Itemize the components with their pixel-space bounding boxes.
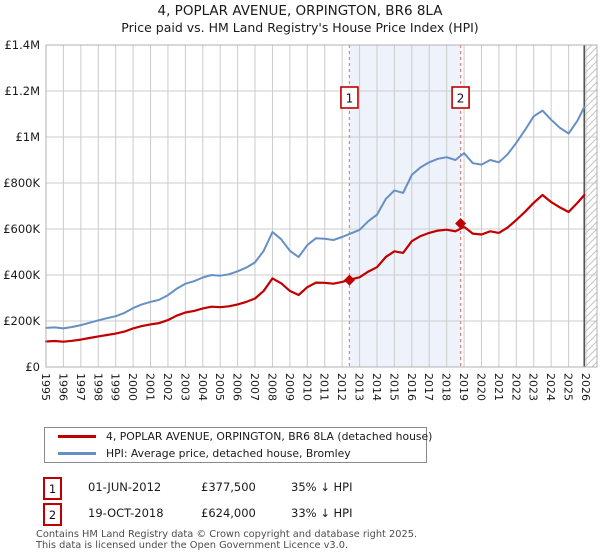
svg-text:2016: 2016 — [405, 373, 418, 401]
hpi-line — [45, 106, 586, 330]
svg-text:£600K: £600K — [3, 222, 40, 236]
sale-1-flag — [340, 86, 359, 109]
svg-text:1995: 1995 — [39, 373, 52, 401]
svg-text:1998: 1998 — [91, 373, 104, 401]
svg-text:2003: 2003 — [178, 373, 191, 401]
x-axis-labels: 1995 1996 1997 1998 1999 2000 2001 2002 2003 2004… — [39, 373, 592, 401]
svg-text:2017: 2017 — [422, 373, 435, 401]
svg-text:2001: 2001 — [144, 373, 157, 401]
sale-1-price: £377,500 — [201, 480, 256, 494]
svg-text:2024: 2024 — [544, 373, 557, 401]
sale-1-marker — [343, 274, 355, 286]
future-hatch-region — [584, 45, 597, 367]
svg-text:2022: 2022 — [509, 373, 522, 401]
svg-text:2015: 2015 — [387, 373, 400, 401]
svg-text:2009: 2009 — [283, 373, 296, 401]
svg-text:2020: 2020 — [474, 373, 487, 401]
svg-text:2008: 2008 — [265, 373, 278, 401]
svg-text:2007: 2007 — [248, 373, 261, 401]
svg-text:£0: £0 — [25, 360, 40, 374]
sale-2-flag — [451, 86, 470, 109]
svg-text:2012: 2012 — [335, 373, 348, 401]
legend-item-hpi: HPI: Average price, detached house, Brom… — [45, 447, 426, 461]
svg-text:£1M: £1M — [15, 130, 40, 144]
sale-2-badge: 2 — [43, 503, 62, 526]
plot-border — [45, 44, 598, 368]
chart-title: 4, POPLAR AVENUE, ORPINGTON, BR6 8LA — [157, 3, 443, 19]
svg-text:2002: 2002 — [161, 373, 174, 401]
sale-annotation-2: 2 19-OCT-2018 £624,000 33% ↓ HPI — [0, 503, 600, 526]
svg-text:2011: 2011 — [318, 373, 331, 401]
svg-text:£1.2M: £1.2M — [4, 84, 40, 98]
property-line-swatch — [58, 435, 96, 438]
svg-text:1996: 1996 — [56, 373, 69, 401]
sale-1-date: 01-JUN-2012 — [88, 480, 162, 494]
grid — [45, 44, 597, 368]
svg-text:£400K: £400K — [3, 268, 40, 282]
svg-text:2004: 2004 — [196, 373, 209, 401]
svg-text:2006: 2006 — [231, 373, 244, 401]
between-sales-shading — [349, 45, 461, 367]
legend-property-label: 4, POPLAR AVENUE, ORPINGTON, BR6 8LA (de… — [106, 430, 433, 443]
svg-text:£1.4M: £1.4M — [4, 38, 40, 52]
svg-text:2013: 2013 — [353, 373, 366, 401]
sale-2-date: 19-OCT-2018 — [88, 506, 164, 520]
sale-2-price: £624,000 — [201, 506, 256, 520]
sale-1-flag-label: 1 — [346, 92, 354, 106]
svg-text:2010: 2010 — [300, 373, 313, 401]
sale-annotation-1: 1 01-JUN-2012 £377,500 35% ↓ HPI — [0, 477, 600, 500]
chart-legend: 4, POPLAR AVENUE, ORPINGTON, BR6 8LA (de… — [44, 427, 432, 463]
svg-text:£800K: £800K — [3, 176, 40, 190]
hpi-line-swatch — [58, 452, 96, 455]
footer-licence: This data is licensed under the Open Gov… — [36, 540, 349, 551]
sale-2-flag-label: 2 — [457, 92, 465, 106]
svg-text:2018: 2018 — [440, 373, 453, 401]
svg-text:2021: 2021 — [492, 373, 505, 401]
svg-text:1997: 1997 — [74, 373, 87, 401]
chart-subtitle: Price paid vs. HM Land Registry's House … — [121, 20, 479, 35]
svg-text:2025: 2025 — [562, 373, 575, 401]
sale-2-hpi-diff: 33% ↓ HPI — [291, 506, 353, 520]
svg-text:2023: 2023 — [527, 373, 540, 401]
legend-item-property: 4, POPLAR AVENUE, ORPINGTON, BR6 8LA (de… — [45, 430, 432, 444]
sale-2-marker — [455, 217, 467, 229]
property-price-line — [44, 193, 586, 343]
y-axis-labels: £0 £200K £400K £600K £800K £1M £1.2M £1.4M — [3, 38, 40, 374]
svg-text:2000: 2000 — [126, 373, 139, 401]
svg-text:2005: 2005 — [213, 373, 226, 401]
svg-text:£200K: £200K — [3, 314, 40, 328]
plot-background — [46, 45, 597, 367]
footer-copyright: Contains HM Land Registry data © Crown c… — [36, 529, 418, 540]
sale-1-badge: 1 — [43, 477, 62, 500]
svg-text:2019: 2019 — [457, 373, 470, 401]
footer-notice: Contains HM Land Registry data © Crown c… — [36, 529, 417, 551]
svg-text:2026: 2026 — [579, 373, 592, 401]
legend-hpi-label: HPI: Average price, detached house, Brom… — [106, 447, 351, 460]
price-chart: 1 2 £0 £200K £400K £600K £800K £1M £1.2M £1.4M 199… — [3, 38, 598, 401]
svg-text:2014: 2014 — [370, 373, 383, 401]
svg-text:1999: 1999 — [109, 373, 122, 401]
sale-1-hpi-diff: 35% ↓ HPI — [291, 480, 353, 494]
